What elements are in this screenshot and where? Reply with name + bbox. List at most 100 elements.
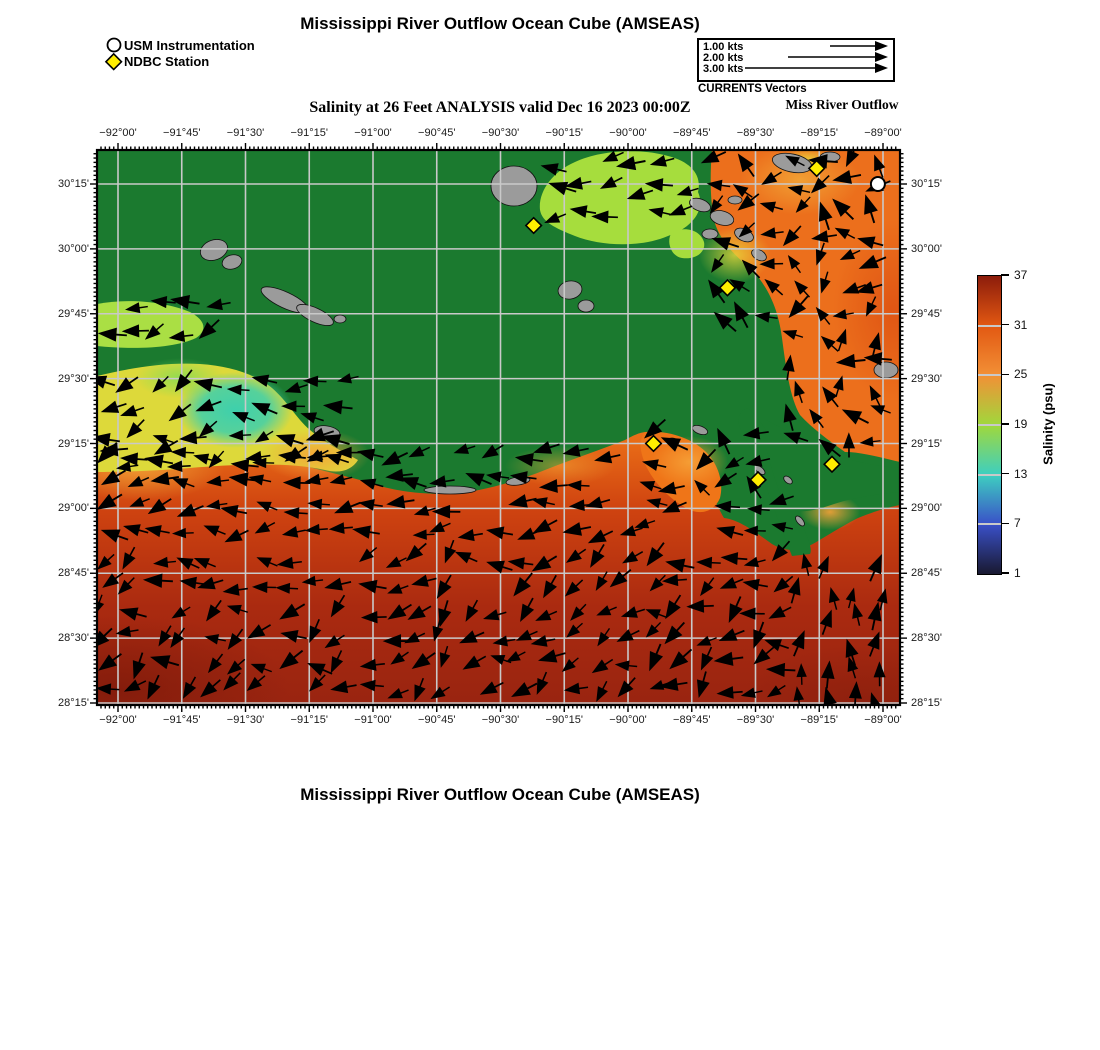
current-arrow [716, 525, 744, 539]
current-arrow [664, 621, 686, 645]
current-arrow [708, 279, 726, 304]
current-arrow [115, 625, 139, 637]
current-arrow [385, 468, 413, 482]
current-arrow [454, 551, 478, 564]
current-arrow [634, 518, 656, 529]
current-arrow [741, 259, 761, 279]
current-arrow [834, 227, 856, 240]
current-arrow [718, 628, 745, 642]
lat-tick-label-right: 29°15' [911, 437, 942, 450]
current-arrow [123, 679, 147, 692]
current-arrow [867, 601, 882, 631]
lon-tick-label-top: −91°45' [163, 127, 201, 139]
current-arrow [129, 496, 150, 507]
current-arrow [150, 295, 176, 309]
dark-patch [740, 645, 900, 705]
current-arrow [821, 660, 835, 689]
island [795, 515, 805, 527]
current-arrow [696, 671, 710, 699]
current-arrow [794, 380, 805, 404]
lat-tick-label-left: 29°45' [58, 307, 89, 320]
current-arrow [535, 609, 558, 621]
colorbar-tick [1001, 522, 1009, 525]
current-arrow [481, 444, 504, 459]
current-arrow [700, 577, 715, 597]
current-arrow [121, 324, 149, 338]
current-arrow [407, 605, 432, 620]
current-arrow [520, 597, 535, 623]
current-arrow [223, 672, 241, 691]
lat-tick-label-right: 28°45' [911, 567, 942, 580]
current-arrow [247, 624, 272, 639]
lon-tick-label-bottom: −90°00' [609, 714, 647, 726]
current-arrow [649, 154, 675, 167]
current-arrow [251, 374, 278, 387]
current-arrow [536, 671, 549, 695]
current-arrow [700, 150, 727, 164]
island [490, 165, 538, 207]
current-arrow [801, 553, 813, 576]
islands-layer [200, 151, 899, 527]
stations-layer [524, 159, 886, 489]
current-arrow [176, 557, 200, 570]
current-arrow [150, 655, 180, 670]
current-arrow [304, 523, 328, 536]
current-arrow [251, 581, 276, 594]
current-arrow [170, 446, 195, 459]
current-arrow [561, 657, 579, 672]
current-arrow [533, 441, 560, 454]
current-arrow [599, 176, 623, 189]
current-arrow [250, 663, 272, 674]
current-arrow [405, 542, 427, 562]
current-arrow [150, 471, 180, 486]
current-arrow [328, 522, 353, 534]
current-arrow [507, 557, 534, 570]
ndbc-station-marker [807, 159, 826, 178]
vector-key-arrow-head [875, 52, 888, 62]
colorbar-tick-label: 1 [1014, 566, 1021, 580]
current-arrow [562, 522, 592, 536]
current-arrow [532, 519, 558, 534]
current-arrow [358, 499, 383, 511]
lake-water [539, 151, 701, 245]
current-arrow [820, 335, 839, 352]
current-arrow [144, 323, 165, 340]
current-arrow [569, 205, 597, 218]
current-arrow [198, 420, 218, 438]
current-arrow [206, 298, 231, 311]
current-arrow [98, 653, 122, 671]
current-arrow [597, 627, 611, 647]
current-arrow [817, 555, 829, 579]
current-arrow [695, 448, 717, 471]
current-arrow [166, 460, 191, 472]
current-arrow [254, 521, 276, 534]
current-arrow [745, 454, 771, 467]
current-arrow [753, 646, 775, 665]
current-arrow [198, 319, 220, 340]
current-arrow [352, 525, 380, 539]
current-arrow [462, 655, 487, 670]
current-arrow [436, 574, 452, 599]
colorbar-tick-label: 31 [1014, 317, 1028, 332]
lat-tick-label-left: 29°15' [58, 437, 89, 450]
current-arrow [822, 386, 839, 408]
current-arrow [793, 686, 804, 705]
current-arrow [759, 201, 784, 213]
current-arrow [506, 650, 526, 663]
current-arrow [305, 427, 335, 442]
current-arrow [676, 185, 699, 197]
current-arrow [765, 662, 796, 678]
colorbar-level-line [978, 424, 1001, 426]
current-arrow [596, 680, 608, 702]
current-arrow [486, 526, 514, 540]
current-arrow [796, 663, 807, 685]
current-arrow [399, 477, 427, 490]
current-arrow [256, 501, 278, 512]
current-arrow [465, 599, 479, 622]
current-arrow [538, 479, 568, 493]
current-arrow [530, 635, 556, 647]
lon-tick-label-top: −90°15' [545, 127, 583, 139]
current-arrow [432, 619, 444, 642]
current-arrow [385, 556, 407, 568]
